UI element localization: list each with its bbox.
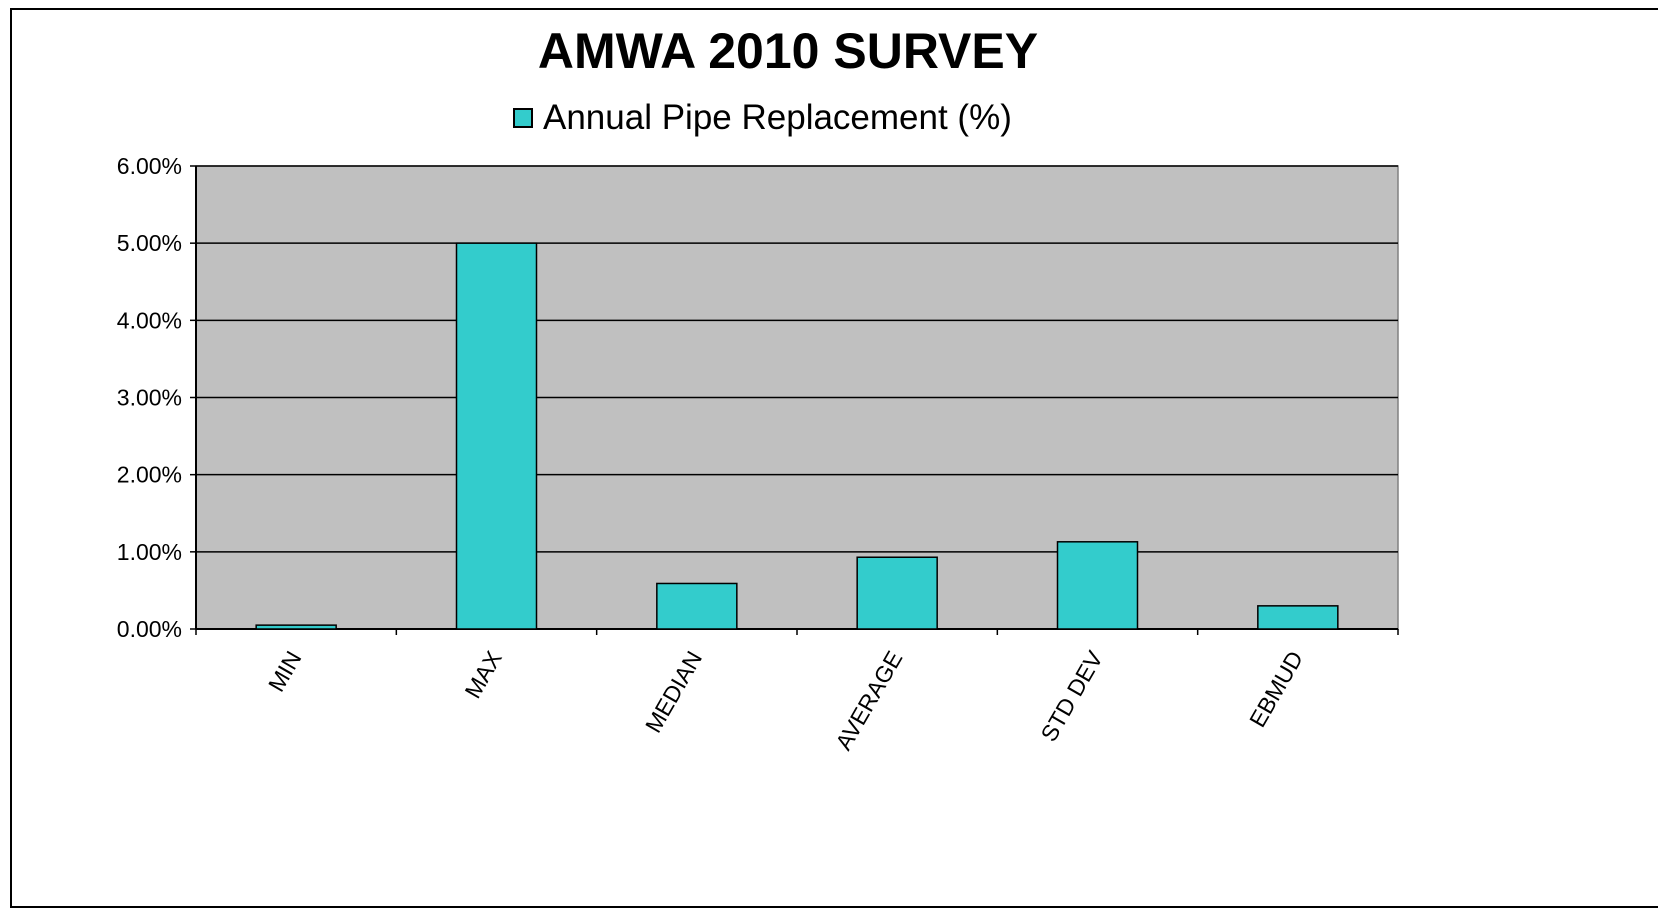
x-tick-label: AVERAGE: [830, 647, 907, 755]
bar: [1056, 541, 1139, 630]
chart-title: AMWA 2010 SURVEY: [537, 23, 1039, 79]
legend-label: Annual Pipe Replacement (%): [543, 98, 1012, 137]
y-tick-label: 0.00%: [117, 616, 182, 642]
bar: [455, 242, 538, 630]
y-tick-label: 3.00%: [117, 385, 182, 411]
x-tick-label: EBMUD: [1244, 647, 1308, 732]
bar: [255, 624, 337, 630]
chart-legend: Annual Pipe Replacement (%): [513, 96, 1012, 140]
y-tick-label: 1.00%: [117, 539, 182, 565]
y-tick-label: 4.00%: [117, 307, 182, 333]
x-tick-label: MIN: [263, 647, 307, 697]
x-tick-label: STD DEV: [1035, 646, 1108, 746]
bar: [656, 582, 738, 630]
x-tick-label: MEDIAN: [640, 647, 707, 737]
y-tick-label: 2.00%: [117, 462, 182, 488]
bar: [856, 556, 938, 630]
legend-swatch: [513, 108, 533, 128]
x-tick-label: MAX: [459, 647, 506, 703]
y-tick-label: 6.00%: [117, 153, 182, 179]
bar: [1257, 605, 1339, 630]
y-tick-label: 5.00%: [117, 230, 182, 256]
